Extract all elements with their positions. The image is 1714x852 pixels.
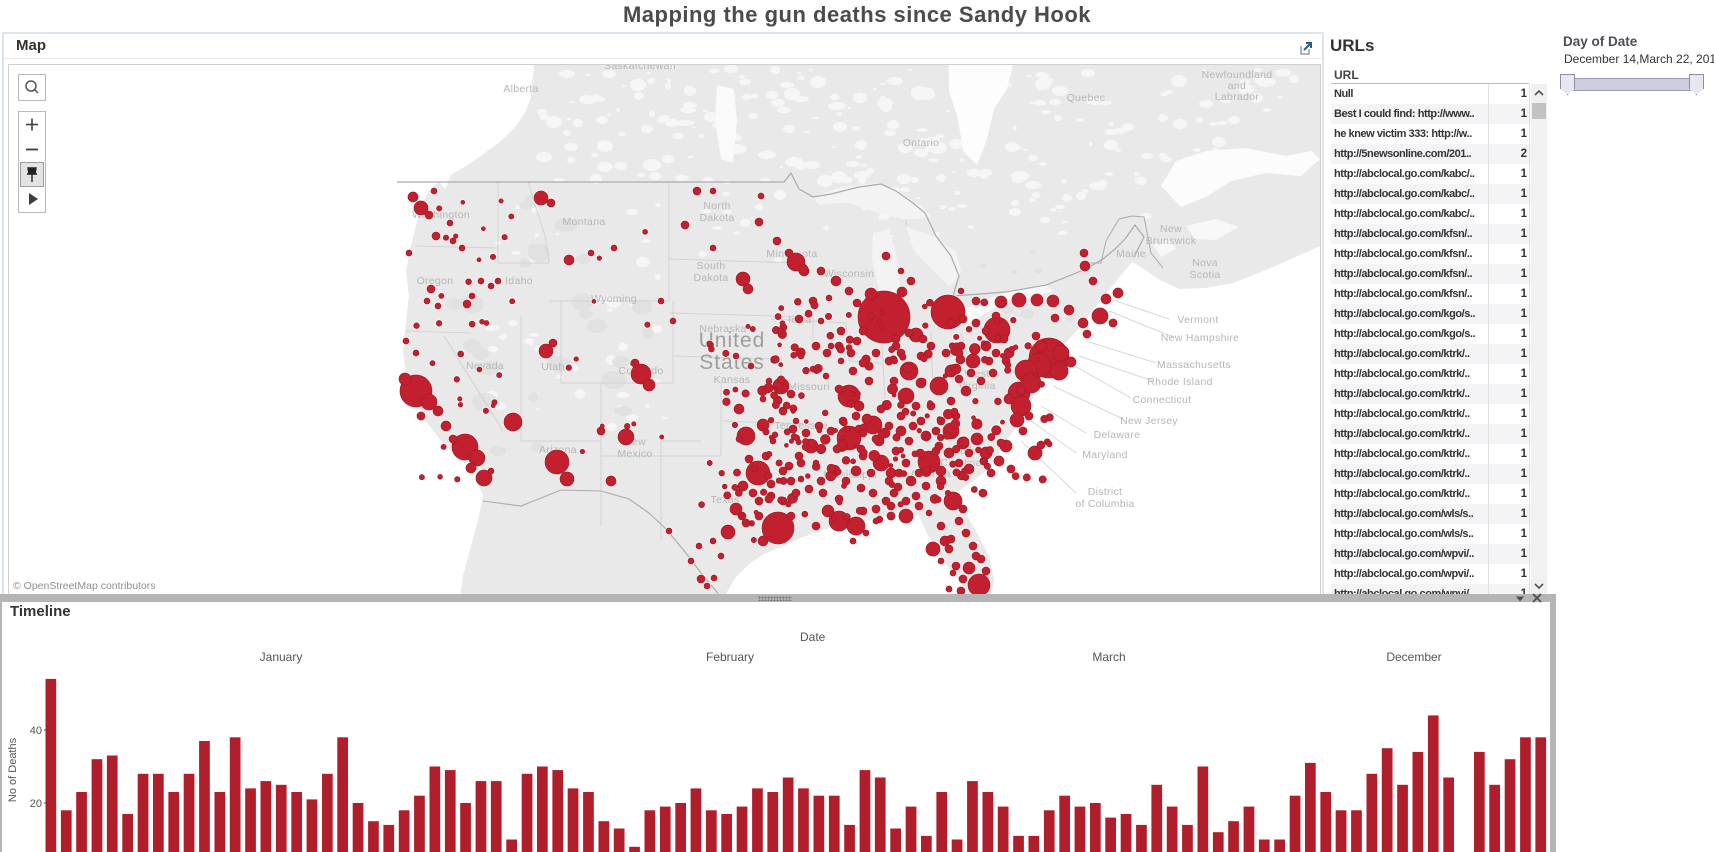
svg-text:Nova: Nova (1192, 257, 1218, 269)
svg-text:December: December (1386, 650, 1441, 664)
svg-text:Vermont: Vermont (1177, 314, 1218, 326)
svg-text:40: 40 (30, 725, 42, 737)
svg-text:No of Deaths: No of Deaths (7, 737, 19, 802)
svg-text:Utah: Utah (541, 361, 564, 373)
svg-text:Rhode Island: Rhode Island (1147, 376, 1212, 388)
svg-text:Date: Date (800, 630, 826, 644)
svg-text:Texas: Texas (711, 494, 740, 506)
svg-text:North: North (703, 200, 730, 212)
svg-text:Nebraska: Nebraska (699, 323, 746, 335)
svg-text:Maine: Maine (1116, 248, 1146, 260)
svg-text:New: New (1160, 223, 1182, 235)
svg-text:Newfoundland: Newfoundland (1202, 69, 1273, 81)
svg-text:Nevada: Nevada (466, 360, 504, 372)
svg-text:Dakota: Dakota (693, 272, 728, 284)
svg-text:New Hampshire: New Hampshire (1161, 332, 1240, 344)
svg-text:District: District (1088, 486, 1122, 498)
svg-text:Missouri: Missouri (788, 381, 830, 393)
svg-text:Massachusetts: Massachusetts (1157, 359, 1231, 371)
svg-text:Maryland: Maryland (1082, 449, 1128, 461)
svg-text:Quebec: Quebec (1067, 92, 1106, 104)
svg-text:United: United (699, 329, 766, 352)
svg-text:of Columbia: of Columbia (1075, 498, 1134, 510)
svg-text:Mexico: Mexico (617, 448, 652, 460)
svg-text:Delaware: Delaware (1094, 429, 1141, 441)
svg-text:and: and (1228, 80, 1246, 92)
svg-text:Labrador: Labrador (1215, 91, 1260, 103)
svg-text:Montana: Montana (563, 216, 606, 228)
svg-text:New Jersey: New Jersey (1120, 415, 1178, 427)
svg-text:Wyoming: Wyoming (591, 293, 637, 305)
svg-text:Dakota: Dakota (699, 212, 734, 224)
svg-text:20: 20 (30, 798, 42, 810)
svg-text:Oregon: Oregon (417, 275, 454, 287)
svg-text:Kansas: Kansas (714, 374, 751, 386)
svg-text:February: February (706, 650, 754, 664)
svg-text:Scotia: Scotia (1190, 269, 1221, 281)
svg-text:Connecticut: Connecticut (1133, 394, 1192, 406)
svg-text:Saskatchewan: Saskatchewan (604, 65, 676, 72)
svg-text:South: South (697, 260, 726, 272)
svg-text:March: March (1092, 650, 1125, 664)
svg-text:Brunswick: Brunswick (1146, 235, 1197, 247)
svg-text:States: States (699, 351, 765, 374)
svg-text:Alberta: Alberta (503, 83, 538, 95)
svg-text:January: January (260, 650, 303, 664)
svg-text:Idaho: Idaho (505, 275, 533, 287)
svg-text:Ontario: Ontario (903, 137, 940, 149)
